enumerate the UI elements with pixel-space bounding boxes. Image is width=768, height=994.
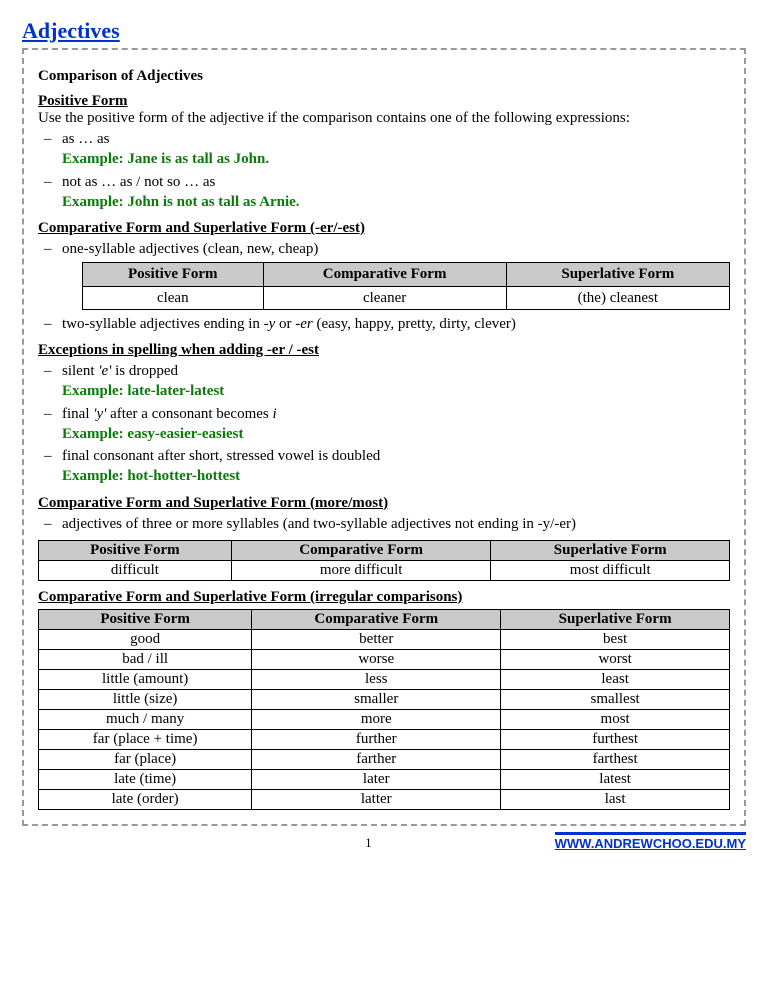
cell: later <box>252 769 501 789</box>
section-heading: Comparison of Adjectives <box>38 68 730 85</box>
list-item: not as … as / not so … as Example: John … <box>42 172 730 213</box>
list-item: as … as Example: Jane is as tall as John… <box>42 129 730 170</box>
exceptions-list: silent 'e' is dropped Example: late-late… <box>38 361 730 487</box>
rule-text: not as … as / not so … as <box>62 174 215 190</box>
rule-text: after a consonant becomes <box>106 406 272 422</box>
positive-list: as … as Example: Jane is as tall as John… <box>38 129 730 212</box>
cell: bad / ill <box>39 649 252 669</box>
cell: most <box>501 709 730 729</box>
rule-text: (easy, happy, pretty, dirty, clever) <box>313 316 516 332</box>
rule-text: one-syllable adjectives (clean, new, che… <box>62 241 318 257</box>
cell: less <box>252 669 501 689</box>
rule-text: -er <box>295 316 313 332</box>
list-item: final consonant after short, stressed vo… <box>42 446 730 487</box>
more-most-list: adjectives of three or more syllables (a… <box>38 514 730 534</box>
irregular-heading: Comparative Form and Superlative Form (i… <box>38 589 730 606</box>
er-est-heading: Comparative Form and Superlative Form (-… <box>38 220 730 237</box>
content-frame: Comparison of Adjectives Positive Form U… <box>22 48 746 826</box>
cell: little (size) <box>39 689 252 709</box>
cell: latest <box>501 769 730 789</box>
col-header: Superlative Form <box>506 263 729 286</box>
example-text: Example: late-later-latest <box>62 381 730 401</box>
cell: (the) cleanest <box>506 286 729 309</box>
col-header: Superlative Form <box>491 540 730 560</box>
cell: difficult <box>39 560 232 580</box>
rule-text: two-syllable adjectives ending in <box>62 316 264 332</box>
cell: smallest <box>501 689 730 709</box>
cell: least <box>501 669 730 689</box>
rule-text: i <box>273 406 277 422</box>
cell: furthest <box>501 729 730 749</box>
cell: farther <box>252 749 501 769</box>
example-text: Example: Jane is as tall as John. <box>62 149 730 169</box>
cell: most difficult <box>491 560 730 580</box>
example-text: Example: easy-easier-easiest <box>62 424 730 444</box>
cell: more <box>252 709 501 729</box>
cell: smaller <box>252 689 501 709</box>
cell: worst <box>501 649 730 669</box>
list-item: one-syllable adjectives (clean, new, che… <box>42 239 730 310</box>
cell: far (place) <box>39 749 252 769</box>
rule-text: adjectives of three or more syllables (a… <box>62 516 576 532</box>
col-header: Comparative Form <box>263 263 506 286</box>
cell: cleaner <box>263 286 506 309</box>
rule-text: 'y' <box>93 406 106 422</box>
cell: late (time) <box>39 769 252 789</box>
col-header: Positive Form <box>39 609 252 629</box>
col-header: Comparative Form <box>252 609 501 629</box>
more-most-table: Positive Form Comparative Form Superlati… <box>38 540 730 581</box>
cell: far (place + time) <box>39 729 252 749</box>
cell: further <box>252 729 501 749</box>
cell: better <box>252 629 501 649</box>
site-link[interactable]: WWW.ANDREWCHOO.EDU.MY <box>555 832 746 851</box>
cell: farthest <box>501 749 730 769</box>
col-header: Superlative Form <box>501 609 730 629</box>
cell: much / many <box>39 709 252 729</box>
col-header: Positive Form <box>83 263 264 286</box>
cell: late (order) <box>39 789 252 809</box>
rule-text: is dropped <box>111 363 178 379</box>
rule-text: final <box>62 406 93 422</box>
rule-text: -y <box>264 316 276 332</box>
list-item: adjectives of three or more syllables (a… <box>42 514 730 534</box>
positive-form-heading: Positive Form <box>38 93 730 110</box>
er-est-list: one-syllable adjectives (clean, new, che… <box>38 239 730 334</box>
rule-text: silent <box>62 363 98 379</box>
col-header: Comparative Form <box>231 540 491 560</box>
list-item: final 'y' after a consonant becomes i Ex… <box>42 404 730 445</box>
cell: worse <box>252 649 501 669</box>
example-text: Example: hot-hotter-hottest <box>62 466 730 486</box>
col-header: Positive Form <box>39 540 232 560</box>
cell: little (amount) <box>39 669 252 689</box>
cell: best <box>501 629 730 649</box>
example-text: Example: John is not as tall as Arnie. <box>62 192 730 212</box>
cell: good <box>39 629 252 649</box>
more-most-heading: Comparative Form and Superlative Form (m… <box>38 495 730 512</box>
rule-text: as … as <box>62 131 110 147</box>
rule-text: or <box>275 316 295 332</box>
list-item: silent 'e' is dropped Example: late-late… <box>42 361 730 402</box>
cell: clean <box>83 286 264 309</box>
rule-text: 'e' <box>98 363 111 379</box>
rule-text: final consonant after short, stressed vo… <box>62 448 380 464</box>
page-number: 1 <box>182 835 555 851</box>
exceptions-heading: Exceptions in spelling when adding -er /… <box>38 342 730 359</box>
positive-intro: Use the positive form of the adjective i… <box>38 110 730 127</box>
page-title: Adjectives <box>22 18 746 44</box>
cell: last <box>501 789 730 809</box>
footer: 1 WWW.ANDREWCHOO.EDU.MY <box>22 832 746 851</box>
irregular-table: Positive Form Comparative Form Superlati… <box>38 609 730 810</box>
cell: more difficult <box>231 560 491 580</box>
cell: latter <box>252 789 501 809</box>
er-est-table: Positive Form Comparative Form Superlati… <box>82 262 730 310</box>
list-item: two-syllable adjectives ending in -y or … <box>42 314 730 334</box>
